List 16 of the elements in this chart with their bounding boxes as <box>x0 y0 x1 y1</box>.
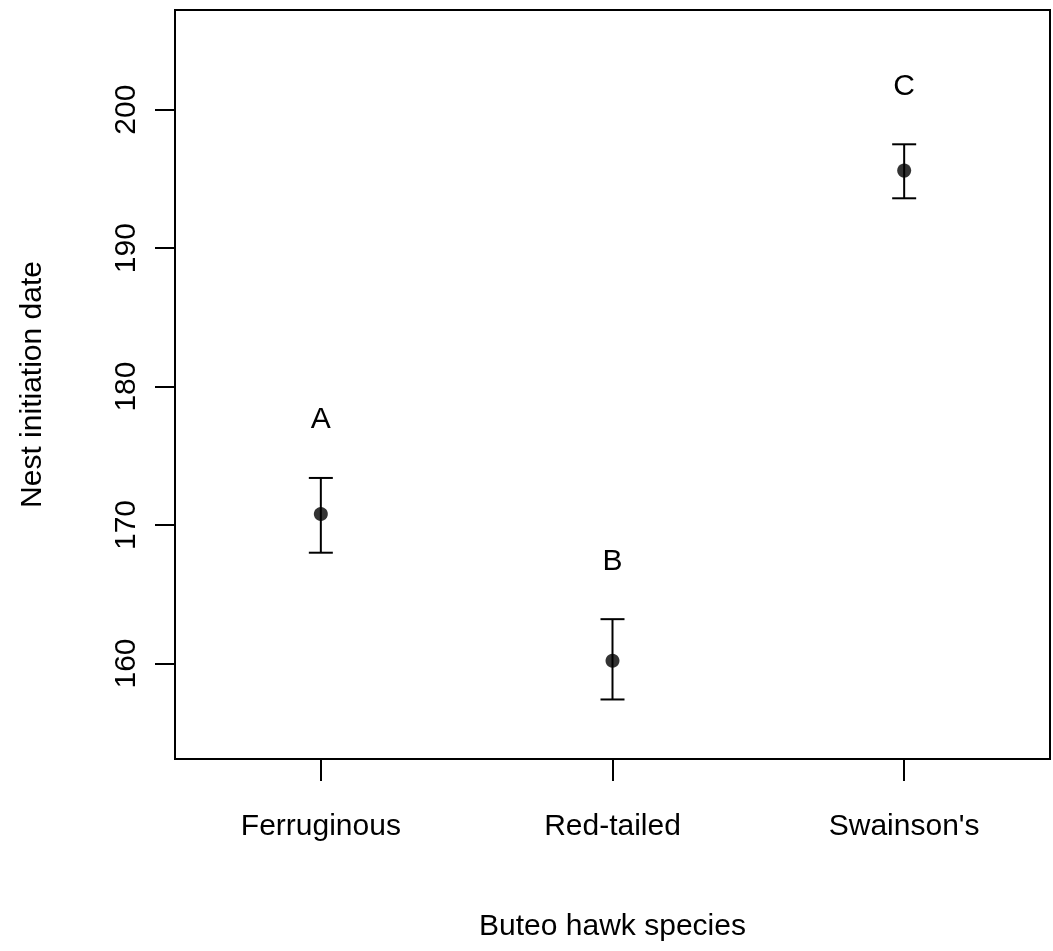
annotation: C <box>893 67 915 101</box>
x-tick-label: Swainson's <box>828 807 980 841</box>
y-axis-title: Nest initiation date <box>13 261 47 508</box>
annotation: B <box>602 542 623 576</box>
y-tick-label: 200 <box>107 84 141 135</box>
y-tick-label: 180 <box>107 361 141 412</box>
point <box>897 163 912 178</box>
annotation: A <box>310 401 331 435</box>
x-axis-title: Buteo hawk species <box>479 907 746 941</box>
y-tick-label: 170 <box>107 499 141 551</box>
y-tick-label: 190 <box>107 223 141 274</box>
x-tick-label: Ferruginous <box>240 807 401 841</box>
x-tick-label: Red-tailed <box>544 807 681 841</box>
point <box>605 653 620 668</box>
point <box>313 506 328 521</box>
y-tick-label: 160 <box>107 638 141 689</box>
